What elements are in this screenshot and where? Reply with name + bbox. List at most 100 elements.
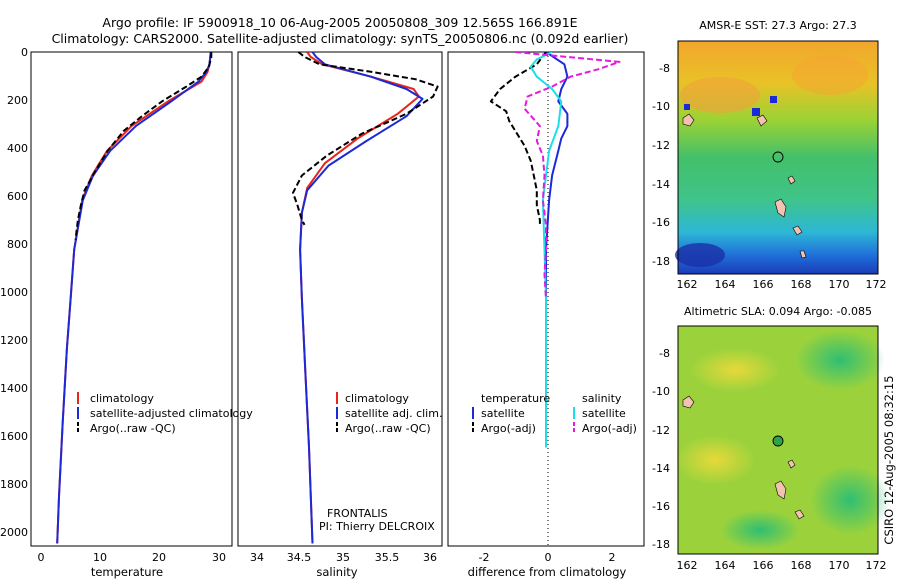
sst-pixel [752, 108, 760, 116]
difference-series-temperature-argo-adj [489, 52, 547, 225]
salinity-x-tick: 35.5 [375, 551, 400, 564]
sla-map [675, 325, 890, 555]
depth-tick: 800 [7, 238, 28, 251]
salinity-series-argo-raw-qc [292, 52, 439, 226]
sst-lat-tick: -18 [652, 255, 670, 268]
legend-label: satellite [481, 407, 525, 420]
sla-lat-tick: -14 [652, 462, 670, 475]
salinity-x-tick: 34 [250, 551, 264, 564]
sst-map-frame [677, 40, 879, 275]
sla-map-title: Altimetric SLA: 0.094 Argo: -0.085 [684, 305, 872, 318]
depth-tick-labels: 0 200 400 600 800 1000 1200 1400 1600 18… [0, 46, 28, 539]
temperature-x-tick: 0 [38, 551, 45, 564]
sla-lon-tick: 162 [677, 559, 698, 572]
sst-lon-tick: 164 [715, 278, 736, 291]
island [794, 509, 805, 520]
sst-lat-tick: -14 [652, 178, 670, 191]
temperature-x-tick: 10 [93, 551, 107, 564]
difference-series-salinity-argo-adj [515, 52, 621, 300]
legend-label: satellite-adjusted climatology [90, 407, 253, 420]
depth-tick: 2000 [0, 526, 28, 539]
sst-lon-tick: 170 [829, 278, 850, 291]
sla-lon-tick: 172 [866, 559, 887, 572]
sst-map-title: AMSR-E SST: 27.3 Argo: 27.3 [699, 19, 857, 32]
depth-tick: 1600 [0, 430, 28, 443]
island [792, 225, 803, 236]
sst-lon-tick: 168 [791, 278, 812, 291]
difference-series-salinity-satellite [529, 52, 563, 448]
legend-label: satellite adj. clim. [345, 407, 442, 420]
legend-heading-temperature: temperature [481, 392, 550, 405]
difference-x-label: difference from climatology [468, 565, 627, 579]
depth-tick: 400 [7, 142, 28, 155]
legend-label: Argo(..raw -QC) [90, 422, 176, 435]
island [787, 175, 796, 185]
island [799, 250, 807, 259]
sla-lat-tick: -12 [652, 424, 670, 437]
sla-lon-tick: 170 [829, 559, 850, 572]
sst-pixel [684, 104, 690, 110]
depth-tick: 1000 [0, 286, 28, 299]
salinity-curves [292, 52, 439, 544]
temperature-curves [56, 52, 213, 544]
sst-lon-tick: 162 [677, 278, 698, 291]
argo-position-marker [772, 151, 784, 163]
legend-label: Argo(-adj) [481, 422, 536, 435]
temperature-panel [30, 51, 233, 547]
difference-curves [489, 52, 621, 448]
salinity-x-label: salinity [316, 565, 357, 579]
salinity-x-tick: 34.5 [287, 551, 312, 564]
temperature-x-label: temperature [91, 565, 163, 579]
sst-lat-tick: -12 [652, 139, 670, 152]
sla-lat-tick: -16 [652, 500, 670, 513]
sst-cold-patch [675, 243, 725, 267]
sst-lon-tick: 166 [753, 278, 774, 291]
temperature-legend: climatology satellite-adjusted climatolo… [77, 392, 253, 435]
legend-heading-salinity: salinity [582, 392, 622, 405]
sla-map-frame [677, 325, 879, 555]
temperature-series-climatology [56, 52, 212, 544]
temperature-x-tick: 30 [212, 551, 226, 564]
platform-annotation: FRONTALIS [327, 507, 388, 520]
island [682, 395, 695, 409]
depth-tick: 0 [21, 46, 28, 59]
difference-series-temperature-satellite [545, 52, 569, 448]
legend-label: climatology [345, 392, 409, 405]
difference-x-tick: 0 [545, 551, 552, 564]
sla-lon-tick: 166 [753, 559, 774, 572]
island [774, 480, 787, 500]
sla-lat-tick: -10 [652, 385, 670, 398]
legend-label: Argo(..raw -QC) [345, 422, 431, 435]
sst-warm-patch [792, 55, 868, 95]
depth-tick: 600 [7, 190, 28, 203]
sst-map [675, 40, 879, 275]
legend-label: climatology [90, 392, 154, 405]
depth-tick: 1800 [0, 478, 28, 491]
sla-high-patch [675, 435, 755, 485]
pi-annotation: PI: Thierry DELCROIX [319, 520, 435, 533]
island [787, 459, 796, 469]
header-line1: Argo profile: IF 5900918_10 06-Aug-2005 … [102, 15, 577, 30]
sst-lat-tick: -8 [659, 62, 670, 75]
island [756, 114, 768, 127]
salinity-panel [237, 51, 443, 547]
difference-legend: temperature salinity satellite Argo(-adj… [472, 392, 637, 435]
salinity-legend: climatology satellite adj. clim. Argo(..… [336, 392, 442, 435]
island [774, 198, 787, 218]
sla-high-patch [690, 348, 780, 392]
salinity-series-climatology [299, 52, 420, 544]
temperature-series-satellite-adjusted-climatology [56, 52, 212, 544]
legend-label: Argo(-adj) [582, 422, 637, 435]
temperature-x-tick: 20 [152, 551, 166, 564]
sla-lon-tick: 164 [715, 559, 736, 572]
salinity-series-satellite-adjusted-climatology [299, 52, 424, 544]
sst-pixel [770, 96, 777, 103]
depth-tick: 200 [7, 94, 28, 107]
difference-x-tick: -2 [479, 551, 490, 564]
salinity-x-tick: 35 [336, 551, 350, 564]
argo-position-marker [772, 435, 784, 447]
depth-tick: 1400 [0, 382, 28, 395]
island [682, 113, 695, 127]
header-line2: Climatology: CARS2000. Satellite-adjuste… [52, 31, 629, 46]
